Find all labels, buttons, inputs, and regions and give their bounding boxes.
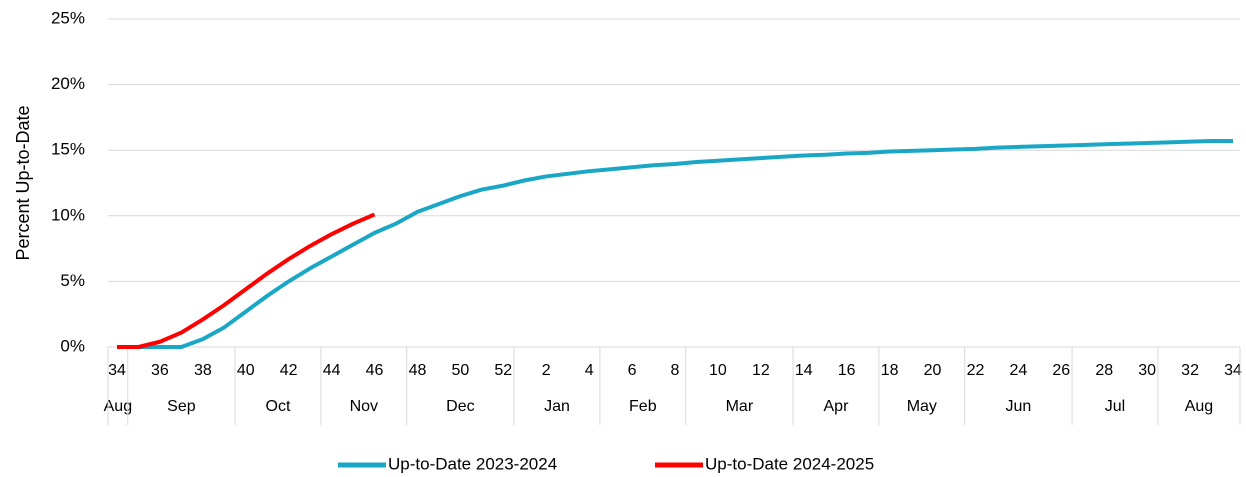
- series-line: [117, 139, 1233, 349]
- x-tick-label: 52: [494, 362, 512, 379]
- x-tick-label: 20: [924, 362, 942, 379]
- x-tick-label: 8: [671, 362, 680, 379]
- x-tick-label: 38: [194, 362, 212, 379]
- x-tick-label: 22: [967, 362, 985, 379]
- x-tick-label: 50: [451, 362, 469, 379]
- x-group-label: Aug: [104, 398, 132, 415]
- x-tick-label: 18: [881, 362, 899, 379]
- y-axis-label: Percent Up-to-Date: [13, 105, 33, 260]
- series-line: [117, 212, 376, 349]
- x-tick-label: 14: [795, 362, 813, 379]
- y-tick-label: 20%: [51, 74, 85, 93]
- x-group-label: Apr: [824, 398, 850, 415]
- x-tick-label: 6: [628, 362, 637, 379]
- legend-label: Up-to-Date 2023-2024: [388, 454, 557, 473]
- x-group-label: Jan: [544, 398, 570, 415]
- x-group-label: Aug: [1185, 398, 1213, 415]
- x-group-label: May: [907, 398, 937, 415]
- x-tick-label: 46: [366, 362, 384, 379]
- x-tick-label: 26: [1052, 362, 1070, 379]
- x-tick-label: 40: [237, 362, 255, 379]
- x-tick-label: 36: [151, 362, 169, 379]
- x-tick-label: 32: [1181, 362, 1199, 379]
- y-tick-label: 0%: [60, 336, 85, 355]
- legend-label: Up-to-Date 2024-2025: [705, 454, 874, 473]
- x-group-label: Sep: [167, 398, 196, 415]
- x-tick-label: 16: [838, 362, 856, 379]
- x-tick-label: 30: [1138, 362, 1156, 379]
- x-group-label: Jul: [1105, 398, 1125, 415]
- x-tick-label: 2: [542, 362, 551, 379]
- x-tick-label: 44: [323, 362, 341, 379]
- y-tick-label: 25%: [51, 8, 85, 27]
- x-group-label: Dec: [446, 398, 474, 415]
- x-group-label: Jun: [1005, 398, 1031, 415]
- x-tick-label: 24: [1009, 362, 1027, 379]
- x-tick-label: 28: [1095, 362, 1113, 379]
- x-tick-label: 12: [752, 362, 770, 379]
- x-tick-label: 10: [709, 362, 727, 379]
- x-tick-label: 42: [280, 362, 298, 379]
- y-tick-label: 5%: [60, 271, 85, 290]
- x-tick-label: 48: [409, 362, 427, 379]
- y-tick-label: 10%: [51, 205, 85, 224]
- y-tick-label: 15%: [51, 140, 85, 159]
- x-tick-label: 34: [1224, 362, 1242, 379]
- x-group-label: Nov: [350, 398, 378, 415]
- x-tick-label: 34: [108, 362, 126, 379]
- x-group-label: Mar: [726, 398, 754, 415]
- x-group-label: Feb: [629, 398, 657, 415]
- x-group-label: Oct: [266, 398, 291, 415]
- x-tick-label: 4: [585, 362, 594, 379]
